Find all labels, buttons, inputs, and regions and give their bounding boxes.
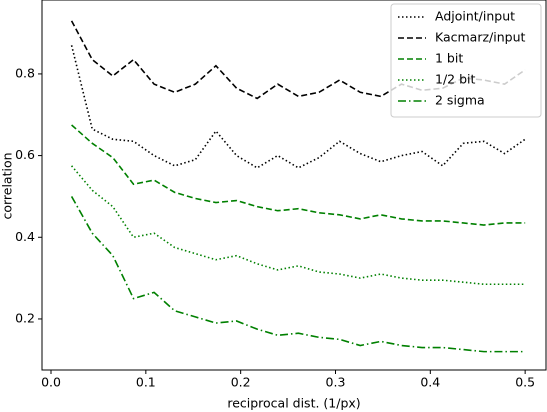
y-axis-label: correlation — [0, 152, 15, 219]
series-line — [70, 20, 526, 100]
x-tick-label: 0.2 — [231, 375, 251, 390]
series-line — [70, 165, 526, 286]
y-tick-label: 0.2 — [15, 310, 35, 325]
y-tick-label: 0.6 — [15, 147, 35, 162]
legend-label: 1 bit — [435, 51, 463, 66]
x-tick-label: 0.0 — [41, 375, 61, 390]
x-axis-label: reciprocal dist. (1/px) — [227, 396, 360, 411]
x-tick-label: 0.1 — [136, 375, 156, 390]
legend-label: 2 sigma — [435, 93, 485, 108]
legend: Adjoint/input Kacmarz/input 1 bit 1/2 bit 2 … — [390, 3, 542, 118]
legend-box — [390, 3, 542, 118]
series-line — [70, 196, 526, 353]
x-tick-label: 0.3 — [326, 375, 346, 390]
legend-label: Kacmarz/input — [435, 30, 526, 45]
x-tick-label: 0.5 — [515, 375, 535, 390]
series-line — [71, 124, 526, 226]
y-tick-label: 0.4 — [15, 229, 35, 244]
legend-label: Adjoint/input — [435, 9, 515, 24]
y-tick-label: 0.8 — [15, 65, 35, 80]
legend-label: 1/2 bit — [435, 72, 475, 87]
x-tick-label: 0.4 — [420, 375, 440, 390]
axes-frame — [41, 0, 547, 371]
